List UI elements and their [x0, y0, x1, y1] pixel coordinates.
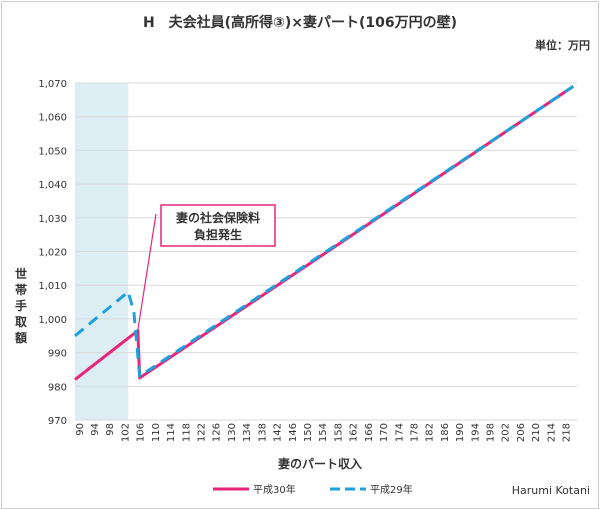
chart-title: H 夫会社員(高所得③)×妻パート(106万円の壁) [143, 14, 457, 31]
x-tick-label: 130 [227, 423, 238, 442]
x-tick-label: 154 [318, 423, 329, 442]
x-tick-label: 186 [440, 423, 451, 442]
x-tick-label: 198 [486, 423, 497, 442]
x-tick-label: 122 [197, 423, 208, 442]
x-tick-label: 182 [425, 423, 436, 442]
x-tick-label: 166 [364, 423, 375, 442]
x-tick-label: 206 [516, 423, 527, 442]
annotation-text: 妻の社会保険料 [176, 210, 260, 225]
y-tick-label: 1,070 [38, 79, 67, 90]
x-tick-label: 102 [120, 423, 131, 442]
y-tick-label: 1,010 [38, 281, 67, 292]
x-tick-label: 98 [105, 423, 116, 436]
y-axis-label: 世帯手取額 [14, 266, 27, 345]
x-tick-label: 146 [288, 423, 299, 442]
legend-label: 平成30年 [253, 483, 296, 496]
x-tick-label: 142 [273, 423, 284, 442]
x-tick-label: 114 [166, 423, 177, 442]
x-axis-label: 妻のパート収入 [278, 456, 362, 471]
legend-label: 平成29年 [370, 483, 413, 496]
x-tick-label: 150 [303, 423, 314, 442]
x-tick-label: 162 [349, 423, 360, 442]
x-tick-label: 110 [151, 423, 162, 442]
unit-label: 単位：万円 [535, 38, 590, 52]
annotation-leader [137, 213, 157, 331]
x-tick-label: 170 [379, 423, 390, 442]
x-tick-label: 194 [470, 423, 481, 442]
annotation-box [160, 204, 276, 247]
y-tick-label: 1,060 [38, 113, 67, 124]
y-tick-label: 1,050 [38, 146, 67, 157]
y-tick-label: 1,020 [38, 248, 67, 259]
y-tick-label: 1,030 [38, 214, 67, 225]
x-tick-label: 218 [562, 423, 573, 442]
x-tick-label: 90 [75, 423, 86, 436]
x-tick-label: 118 [181, 423, 192, 442]
x-tick-label: 190 [455, 423, 466, 442]
x-tick-label: 158 [333, 423, 344, 442]
x-tick-label: 202 [501, 423, 512, 442]
x-tick-label: 214 [546, 423, 557, 442]
y-tick-label: 980 [48, 382, 67, 393]
annotation-text: 負担発生 [194, 227, 242, 242]
series-line-1 [74, 85, 575, 381]
x-tick-label: 178 [409, 423, 420, 442]
x-tick-label: 126 [212, 423, 223, 442]
series-line-2 [74, 85, 575, 378]
x-tick-label: 106 [136, 423, 147, 442]
credit-text: Harumi Kotani [512, 484, 590, 497]
y-tick-label: 990 [48, 349, 67, 360]
x-tick-label: 134 [242, 423, 253, 442]
y-tick-label: 1,000 [38, 315, 67, 326]
x-tick-label: 174 [394, 423, 405, 442]
x-tick-label: 138 [257, 423, 268, 442]
y-tick-label: 970 [48, 416, 67, 427]
y-tick-label: 1,040 [38, 180, 67, 191]
x-tick-label: 94 [90, 423, 101, 436]
x-tick-label: 210 [531, 423, 542, 442]
